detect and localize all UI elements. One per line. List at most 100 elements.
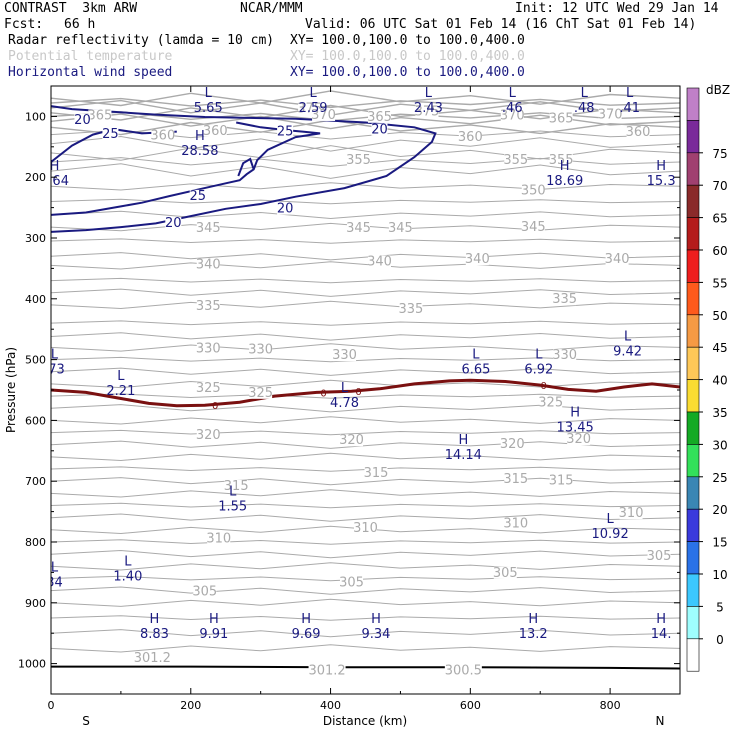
- theta-label-bg: [364, 467, 388, 480]
- init-time: Init: 12 UTC Wed 29 Jan 14: [515, 1, 719, 16]
- theta-contour: [51, 119, 680, 136]
- colorbar-label: 35: [712, 406, 727, 420]
- x-tick-label: 600: [460, 699, 481, 712]
- extremum-value: 5.65: [194, 101, 223, 116]
- theta-label-bg: [249, 343, 273, 356]
- extremum-value: 9.34: [362, 627, 391, 642]
- theta-label-bg: [500, 437, 524, 450]
- theta-label: 301.2: [308, 664, 345, 679]
- colorbar-label: 45: [712, 341, 727, 355]
- low-marker: L: [205, 86, 213, 101]
- wind-speed-label-bg: [277, 125, 294, 138]
- extremum-value: 6.92: [524, 363, 553, 378]
- freezing-label: 0: [212, 401, 218, 412]
- wind-speed-label-bg: [102, 127, 119, 140]
- wind-speed-label-bg: [74, 113, 91, 126]
- theta-label-bg: [504, 153, 528, 166]
- theta-label: 310: [353, 521, 378, 536]
- field3-name: Horizontal wind speed: [8, 65, 173, 80]
- theta-label: 360: [203, 124, 228, 139]
- theta-contour: [51, 416, 680, 425]
- theta-label-bg: [340, 576, 364, 589]
- theta-contour: [51, 111, 680, 122]
- freezing-label: 0: [320, 388, 326, 399]
- theta-contour: [51, 562, 680, 571]
- wind-speed-label: 25: [277, 124, 294, 139]
- low-marker: L: [309, 86, 317, 101]
- theta-label: 330: [248, 343, 273, 358]
- colorbar-swatch: [686, 120, 700, 154]
- theta-label-bg: [133, 651, 171, 664]
- theta-label: 360: [150, 129, 175, 144]
- theta-contour: [51, 90, 680, 107]
- theta-label: 335: [399, 302, 424, 317]
- theta-label: 365: [88, 109, 113, 124]
- freezing-label: 0: [541, 381, 547, 392]
- theta-label: 305: [339, 576, 364, 591]
- theta-label: 370: [598, 107, 623, 122]
- y-tick-label: 200: [25, 171, 46, 184]
- theta-contour: [51, 404, 680, 413]
- colorbar-swatch: [686, 411, 700, 445]
- surface-line: [51, 665, 680, 670]
- wind-speed-label: 25: [189, 189, 206, 204]
- theta-label: 320: [500, 437, 525, 452]
- forecast-label: Fcst:: [4, 17, 44, 32]
- theta-label-bg: [415, 105, 439, 118]
- low-marker: L: [341, 381, 349, 396]
- wind-contour: [237, 157, 255, 177]
- theta-contour: [51, 332, 680, 341]
- theta-label: 340: [605, 252, 630, 267]
- extremum-value: 9.69: [292, 627, 321, 642]
- field1-xy: XY= 100.0,100.0 to 100.0,400.0: [290, 33, 525, 48]
- theta-label: 335: [552, 292, 577, 307]
- theta-contour: [51, 97, 680, 109]
- high-marker: H: [528, 612, 538, 627]
- theta-label-bg: [504, 473, 528, 486]
- high-marker: H: [50, 159, 60, 174]
- theta-label: 340: [196, 258, 221, 273]
- low-marker: L: [509, 86, 517, 101]
- high-marker: H: [560, 159, 570, 174]
- extremum-value: 2.43: [414, 101, 443, 116]
- wind-speed-label: 20: [74, 113, 91, 128]
- theta-label-bg: [347, 222, 371, 235]
- high-marker: H: [656, 159, 666, 174]
- low-marker: L: [51, 560, 59, 575]
- theta-contour: [51, 129, 680, 140]
- theta-contour: [51, 261, 680, 270]
- theta-contour: [51, 452, 680, 462]
- colorbar-swatch: [686, 249, 700, 283]
- x-tick-label: 200: [180, 699, 201, 712]
- extremum-value: .41: [619, 101, 640, 116]
- theta-label-bg: [399, 302, 423, 315]
- theta-contour: [51, 586, 680, 595]
- field2-name: Potential temperature: [8, 49, 173, 64]
- high-marker: H: [570, 405, 580, 420]
- extremum-value: 13.45: [557, 420, 594, 435]
- y-tick-label: 400: [25, 293, 46, 306]
- theta-label-bg: [465, 253, 489, 266]
- theta-label-bg: [88, 109, 112, 122]
- theta-label: 355: [549, 153, 574, 168]
- theta-label-bg: [553, 349, 577, 362]
- theta-contour: [51, 502, 680, 509]
- theta-contour: [51, 99, 680, 116]
- low-marker: L: [51, 348, 59, 363]
- theta-contour: [51, 629, 680, 638]
- theta-label: 320: [196, 428, 221, 443]
- theta-label-bg: [493, 566, 517, 579]
- theta-contour: [51, 489, 680, 498]
- freezing-label: 0: [355, 387, 361, 398]
- wind-speed-label-bg: [277, 202, 294, 215]
- extremum-value: 34: [46, 575, 63, 590]
- extremum-value: 6.65: [461, 363, 490, 378]
- field3-xy: XY= 100.0,100.0 to 100.0,400.0: [290, 65, 525, 80]
- extremum-value: 1.55: [218, 499, 247, 514]
- extremum-value: 9.42: [613, 344, 642, 359]
- theta-label-bg: [367, 255, 391, 268]
- theta-label-bg: [521, 184, 545, 197]
- high-marker: H: [195, 129, 205, 144]
- extremum-value: 2.59: [299, 101, 328, 116]
